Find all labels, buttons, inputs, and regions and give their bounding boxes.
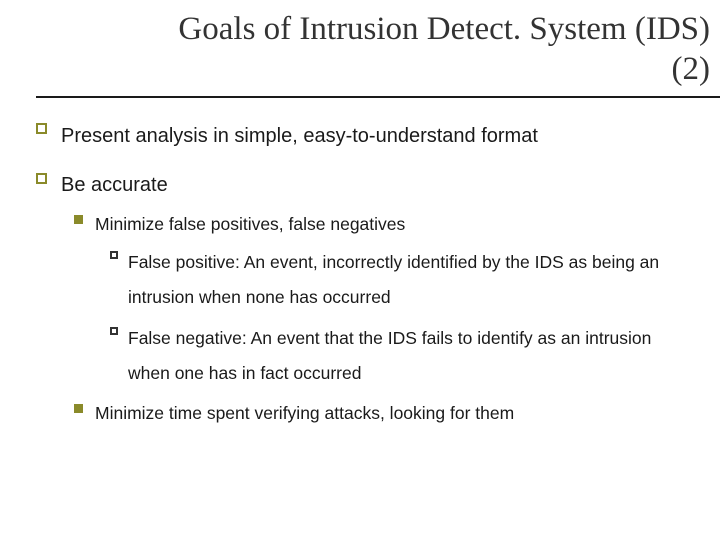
bullet-text: Minimize false positives, false negative… xyxy=(95,208,405,241)
title-line-1: Goals of Intrusion Detect. System (IDS) xyxy=(48,10,710,50)
bullet-text: False positive: An event, incorrectly id… xyxy=(128,245,698,315)
bullet-level3: False positive: An event, incorrectly id… xyxy=(110,245,698,315)
bullet-text: Present analysis in simple, easy-to-unde… xyxy=(61,116,538,156)
square-outline-small-icon xyxy=(110,327,118,335)
bullet-level1: Present analysis in simple, easy-to-unde… xyxy=(36,116,698,156)
square-outline-icon xyxy=(36,173,47,184)
square-outline-small-icon xyxy=(110,251,118,259)
slide-body: Present analysis in simple, easy-to-unde… xyxy=(0,98,720,431)
bullet-text: False negative: An event that the IDS fa… xyxy=(128,321,698,391)
bullet-text: Be accurate xyxy=(61,166,168,204)
slide-title-block: Goals of Intrusion Detect. System (IDS) … xyxy=(0,0,720,89)
square-outline-icon xyxy=(36,123,47,134)
bullet-level3: False negative: An event that the IDS fa… xyxy=(110,321,698,391)
square-solid-icon xyxy=(74,215,83,224)
bullet-level1: Be accurate xyxy=(36,166,698,204)
bullet-text: Minimize time spent verifying attacks, l… xyxy=(95,397,514,430)
bullet-level2: Minimize false positives, false negative… xyxy=(74,208,698,241)
square-solid-icon xyxy=(74,404,83,413)
bullet-level2: Minimize time spent verifying attacks, l… xyxy=(74,397,698,430)
title-line-2: (2) xyxy=(48,50,710,90)
